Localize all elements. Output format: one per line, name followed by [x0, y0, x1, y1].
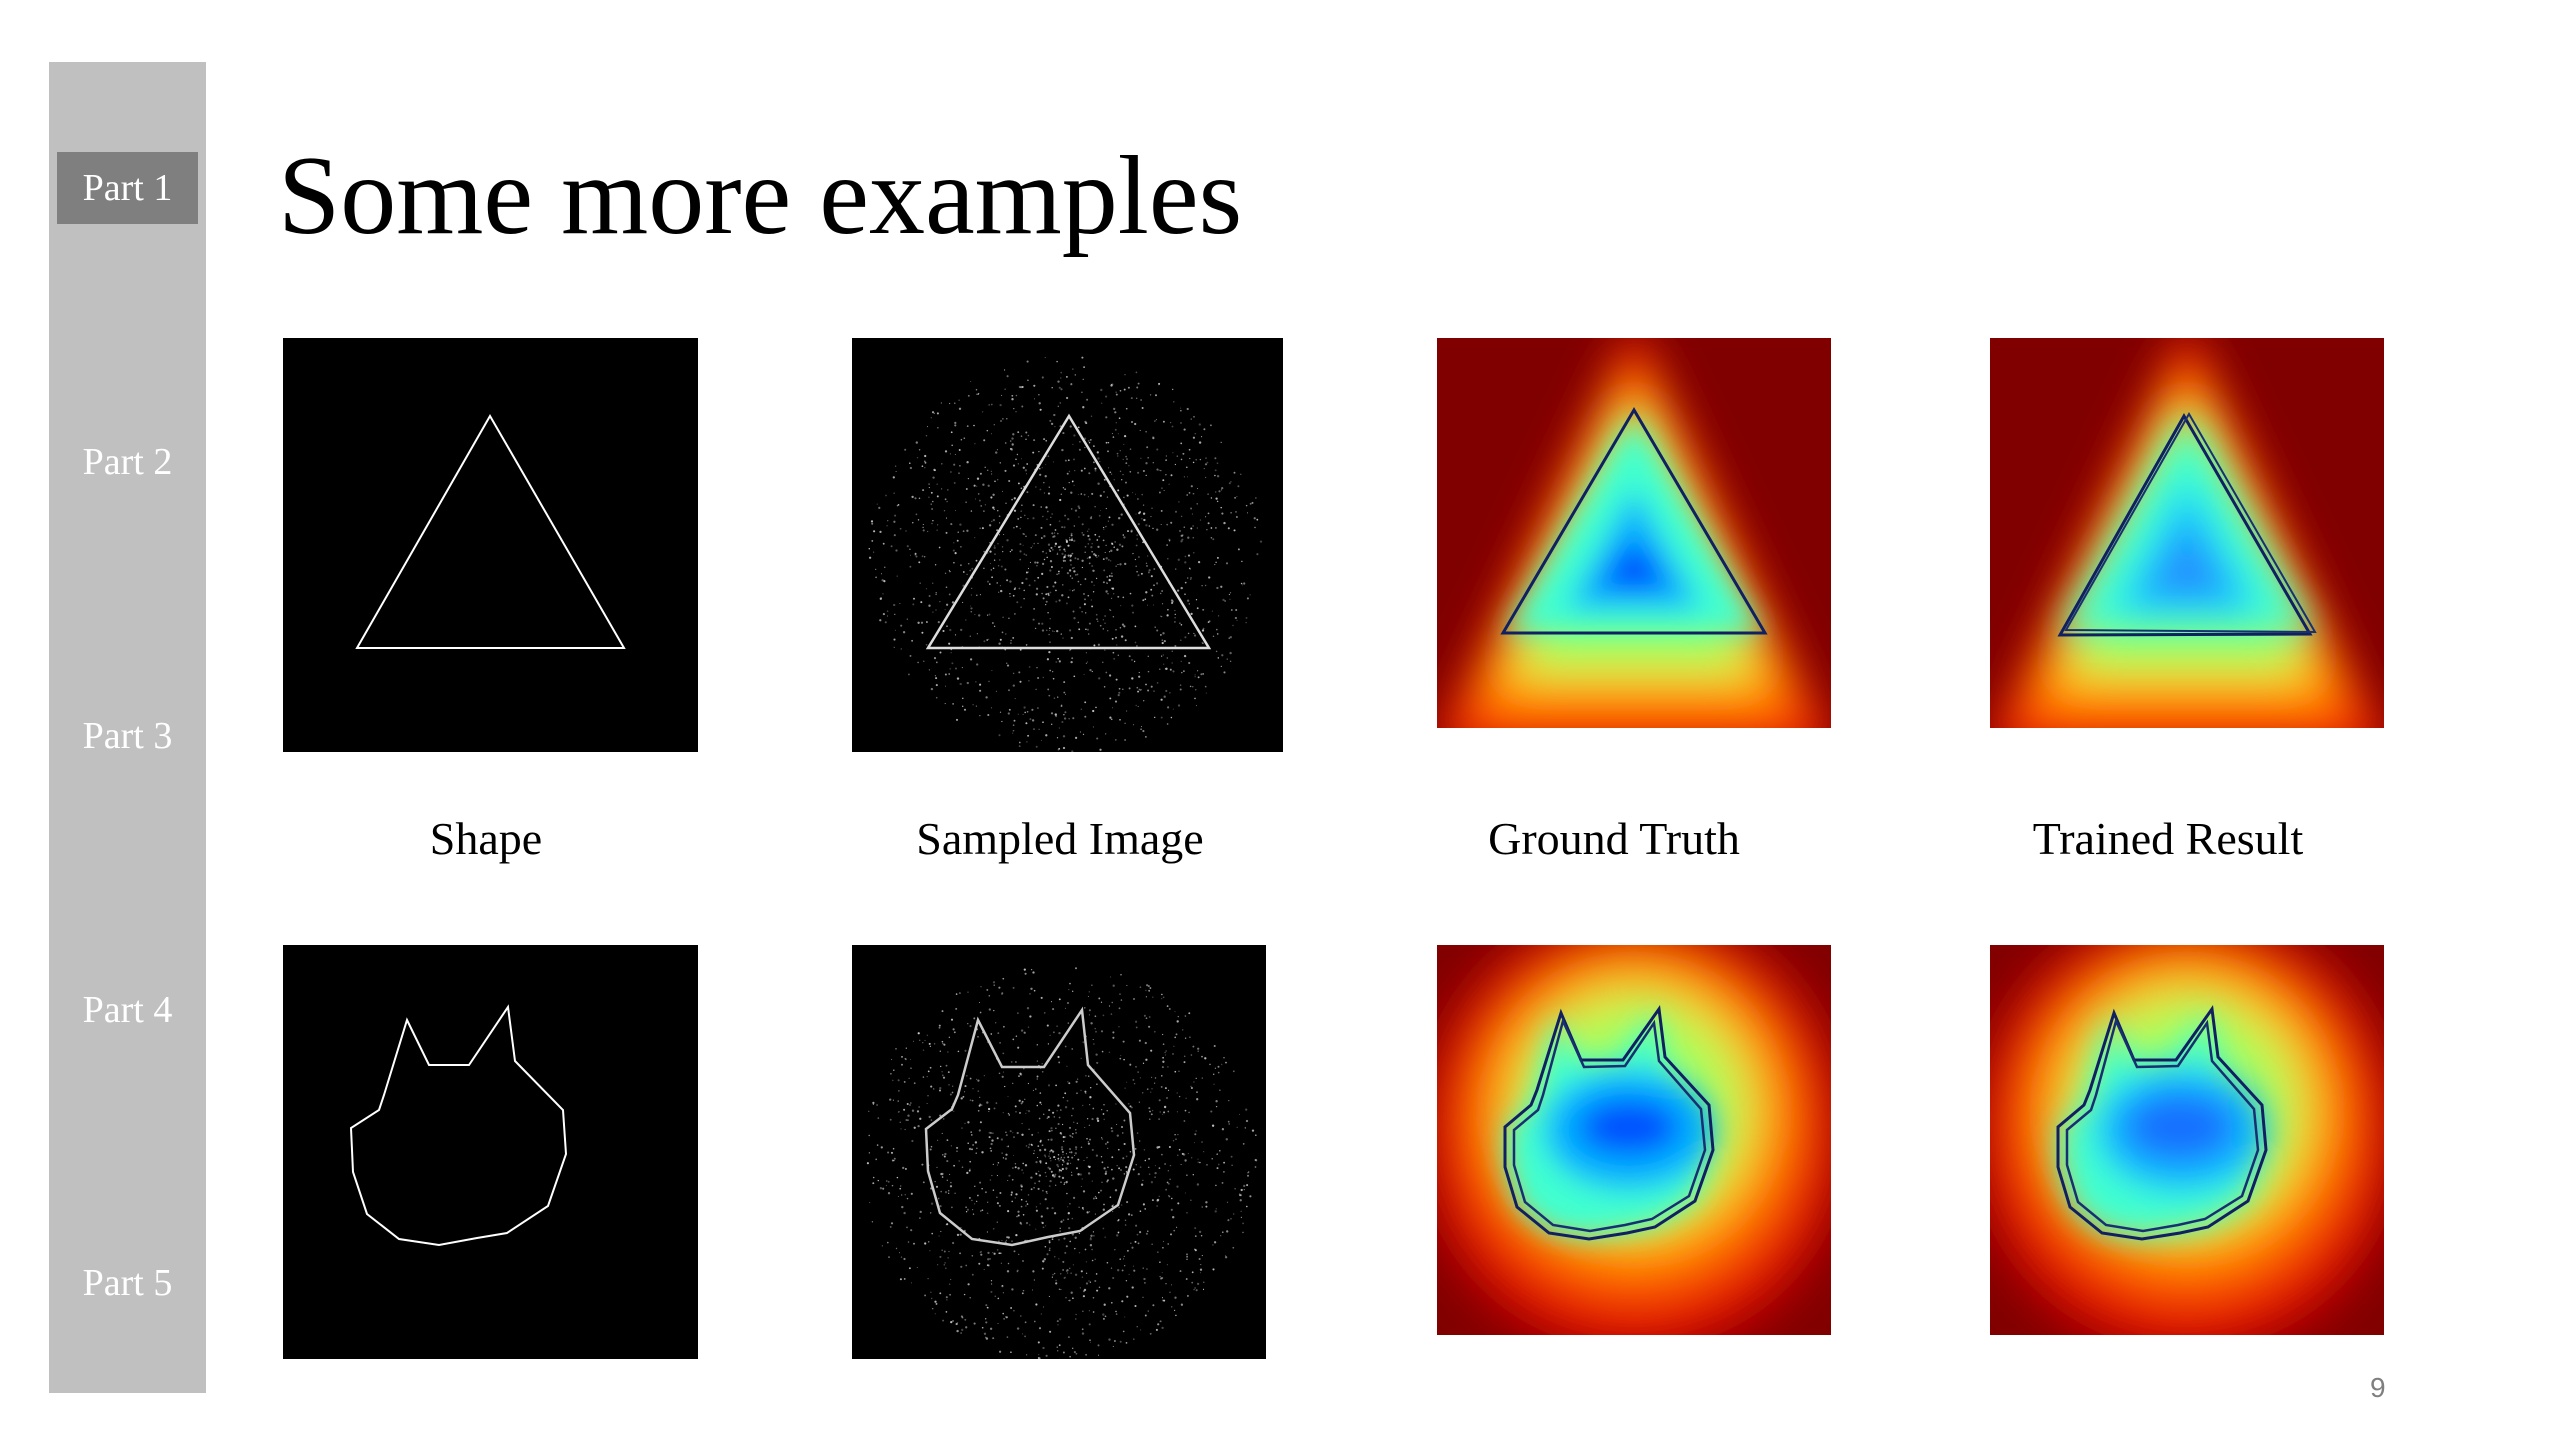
- cat-sampled-image: [852, 945, 1266, 1359]
- sidebar-item-part-5[interactable]: Part 5: [82, 1262, 173, 1304]
- cat-trained-result-image: [1990, 945, 2384, 1335]
- slide-title: Some more examples: [278, 134, 1243, 258]
- caption-trained-result: Trained Result: [2032, 813, 2304, 864]
- sidebar-item-part-2[interactable]: Part 2: [82, 441, 173, 483]
- cat-noise-points: [866, 967, 1258, 1359]
- triangle-noise-points: [868, 356, 1263, 752]
- page-number: 9: [2370, 1372, 2386, 1403]
- caption-ground-truth: Ground Truth: [1488, 813, 1740, 864]
- cat-shape-image: [283, 945, 698, 1359]
- triangle-ground-truth-image: [1437, 338, 1831, 728]
- triangle-shape-image: [283, 338, 698, 752]
- sidebar-item-part-3[interactable]: Part 3: [82, 715, 173, 757]
- caption-sampled-image: Sampled Image: [916, 813, 1204, 864]
- sidebar-item-part-4[interactable]: Part 4: [82, 989, 173, 1031]
- cat-ground-truth-image: [1437, 945, 1831, 1335]
- caption-shape: Shape: [429, 813, 543, 864]
- sidebar-item-part-1[interactable]: Part 1: [57, 152, 198, 224]
- section-sidebar: Part 1 Part 2 Part 3 Part 4 Part 5: [49, 62, 206, 1393]
- triangle-sampled-image: [852, 338, 1283, 752]
- triangle-trained-result-image: [1990, 338, 2384, 728]
